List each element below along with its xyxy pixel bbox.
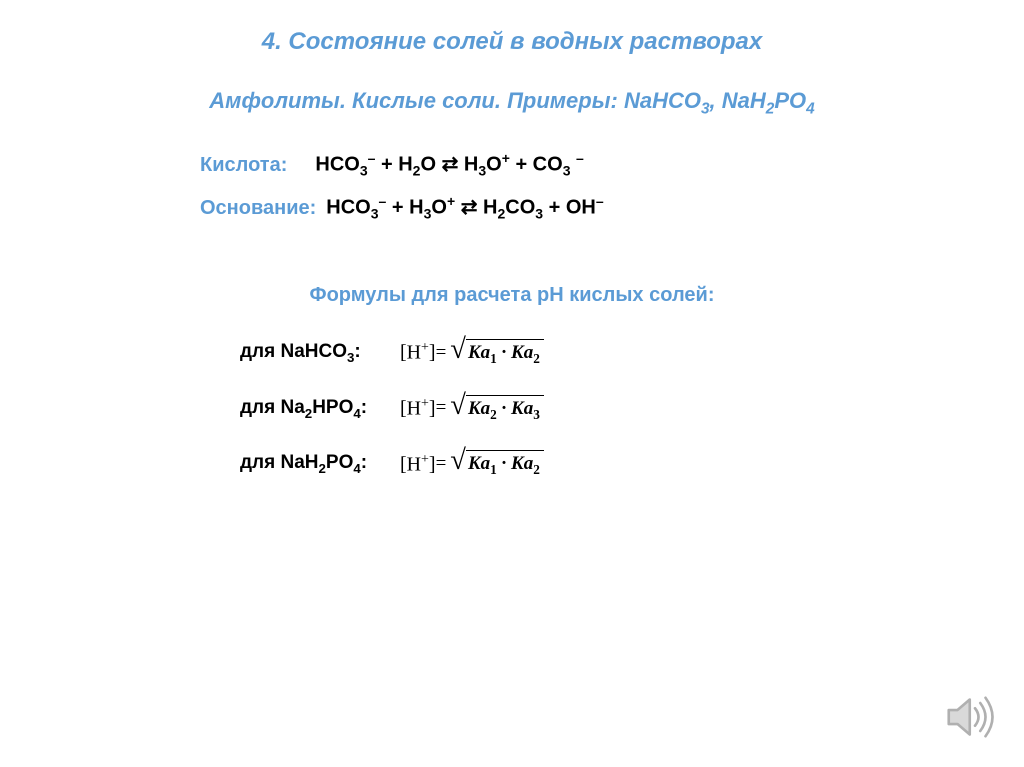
formulas-block: для NaHCO3:[H+] = √Ka1 · Ka2для Na2HPO4:… [240, 339, 1024, 478]
formula-line: для Na2HPO4:[H+] = √Ka2 · Ka3 [240, 395, 1024, 423]
formula-math: [H+] = √Ka2 · Ka3 [400, 395, 544, 423]
speaker-icon[interactable] [940, 689, 996, 745]
formula-line: для NaHCO3:[H+] = √Ka1 · Ka2 [240, 339, 1024, 367]
formula-math: [H+] = √Ka1 · Ka2 [400, 450, 544, 478]
acid-reaction: Кислота: HCO3– + H2O ⇄ H3O+ + CO3 – [200, 150, 1024, 179]
acid-label: Кислота: [200, 154, 287, 177]
slide-title-text: 4. Состояние солей в водных растворах [262, 28, 762, 55]
formula-label: для Na2HPO4: [240, 397, 400, 421]
reaction-block: Кислота: HCO3– + H2O ⇄ H3O+ + CO3 – Осно… [200, 150, 1024, 221]
formulas-heading: Формулы для расчета рН кислых солей: [0, 284, 1024, 307]
base-equation: HCO3– + H3O+ ⇄ H2CO3 + OH– [326, 193, 603, 222]
base-reaction: Основание: HCO3– + H3O+ ⇄ H2CO3 + OH– [200, 193, 1024, 222]
formula-label: для NaH2PO4: [240, 452, 400, 476]
formula-label: для NaHCO3: [240, 341, 400, 365]
formula-line: для NaH2PO4:[H+] = √Ka1 · Ka2 [240, 450, 1024, 478]
base-label: Основание: [200, 197, 316, 220]
slide-subtitle: Амфолиты. Кислые соли. Примеры: NaHCO3, … [0, 88, 1024, 118]
formula-math: [H+] = √Ka1 · Ka2 [400, 339, 544, 367]
acid-equation: HCO3– + H2O ⇄ H3O+ + CO3 – [315, 150, 583, 179]
slide-title: 4. Состояние солей в водных растворах [0, 0, 1024, 56]
